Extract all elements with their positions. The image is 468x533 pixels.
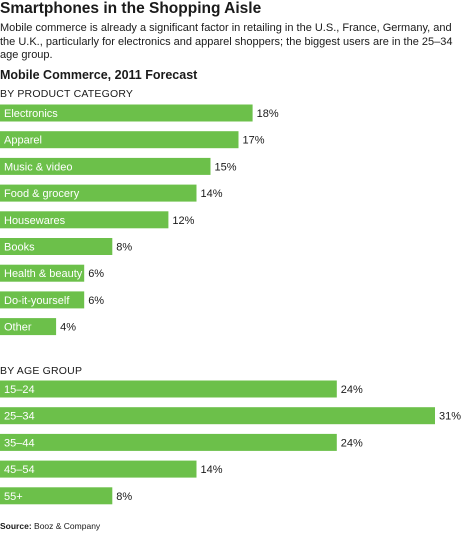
bar-label-55: 55+: [4, 491, 23, 503]
bar-label-housewares: Housewares: [4, 215, 66, 227]
bar-apparel: [0, 131, 239, 149]
bar-label-25-34: 25–34: [4, 411, 35, 423]
bar-label-apparel: Apparel: [4, 135, 42, 147]
bar-health-and-beauty: [0, 264, 85, 282]
bar-other: [0, 318, 57, 336]
bar-label-health-and-beauty: Health & beauty: [4, 268, 83, 280]
section-label-age-group: BY AGE GROUP: [0, 365, 83, 377]
bar-music-and-video: [0, 157, 211, 175]
bar-electronics: [0, 104, 253, 122]
chart-title: Mobile Commerce, 2011 Forecast: [0, 68, 198, 82]
bar-label-35-44: 35–44: [4, 437, 35, 449]
source-label: Source:: [0, 521, 32, 531]
bar-label-do-it-yourself: Do-it-yourself: [4, 295, 70, 307]
value-label-music-and-video: 15%: [215, 161, 237, 173]
value-label-25-34: 31%: [439, 411, 461, 423]
value-label-apparel: 17%: [243, 135, 265, 147]
page-subtitle: Mobile commerce is already a significant…: [0, 22, 453, 61]
value-label-other: 4%: [60, 322, 76, 334]
bar-books: [0, 238, 113, 255]
bar-label-other: Other: [4, 322, 32, 334]
bar-label-electronics: Electronics: [4, 108, 58, 120]
value-label-electronics: 18%: [257, 108, 279, 120]
section-label-product-category: BY PRODUCT CATEGORY: [0, 88, 134, 100]
bar-label-45-54: 45–54: [4, 464, 35, 476]
page-title: Smartphones in the Shopping Aisle: [0, 0, 262, 17]
value-label-books: 8%: [116, 242, 132, 254]
bar-35-44: [0, 433, 337, 451]
bar-label-music-and-video: Music & video: [4, 161, 72, 173]
bar-label-15-24: 15–24: [4, 384, 35, 396]
bar-label-books: Books: [4, 242, 35, 254]
source-text: Booz & Company: [34, 521, 101, 531]
bar-25-34: [0, 407, 435, 425]
bar-label-food-and-grocery: Food & grocery: [4, 188, 80, 200]
value-label-45-54: 14%: [201, 464, 223, 476]
value-label-food-and-grocery: 14%: [201, 188, 223, 200]
bar-housewares: [0, 211, 169, 229]
bar-do-it-yourself: [0, 291, 85, 309]
value-label-do-it-yourself: 6%: [88, 295, 104, 307]
value-label-15-24: 24%: [341, 384, 363, 396]
value-label-35-44: 24%: [341, 437, 363, 449]
bar-55: [0, 487, 113, 505]
value-label-health-and-beauty: 6%: [88, 268, 104, 280]
bar-45-54: [0, 460, 197, 478]
value-label-55: 8%: [116, 491, 132, 503]
source-note: Source: Booz & Company: [0, 521, 100, 531]
bar-food-and-grocery: [0, 184, 197, 202]
bar-15-24: [0, 380, 337, 398]
value-label-housewares: 12%: [172, 215, 194, 227]
